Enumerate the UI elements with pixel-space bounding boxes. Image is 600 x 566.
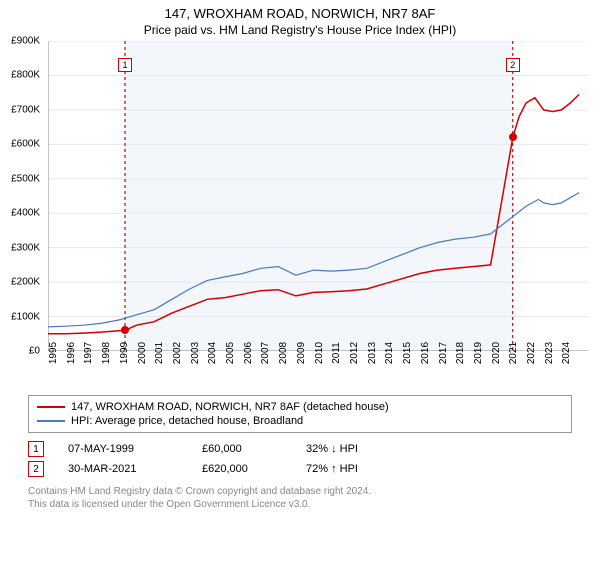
x-tick-label: 2002 [172, 342, 183, 364]
chart-marker-label: 2 [506, 58, 520, 72]
sales-table: 1 07-MAY-1999 £60,000 32% ↓ HPI 2 30-MAR-2021… [28, 439, 572, 479]
legend-label: 147, WROXHAM ROAD, NORWICH, NR7 8AF (det… [71, 401, 389, 413]
x-tick-label: 2016 [420, 342, 431, 364]
x-tick-label: 2017 [438, 342, 449, 364]
x-tick-label: 2010 [314, 342, 325, 364]
sale-price: £620,000 [202, 463, 282, 475]
x-axis: 1995199619971998199920002001200220032004… [48, 351, 588, 391]
y-tick-label: £500K [11, 173, 40, 184]
sale-row: 2 30-MAR-2021 £620,000 72% ↑ HPI [28, 459, 572, 479]
x-tick-label: 1999 [119, 342, 130, 364]
x-tick-label: 2013 [367, 342, 378, 364]
legend-swatch [37, 406, 65, 408]
x-tick-label: 2022 [526, 342, 537, 364]
x-tick-label: 2020 [491, 342, 502, 364]
x-tick-label: 2012 [349, 342, 360, 364]
x-tick-label: 1995 [48, 342, 59, 364]
chart-marker-dot [509, 133, 517, 141]
x-tick-label: 2015 [402, 342, 413, 364]
x-tick-label: 2021 [508, 342, 519, 364]
sale-hpi-diff: 72% ↑ HPI [306, 463, 416, 475]
legend-item: HPI: Average price, detached house, Broa… [37, 414, 563, 428]
chart-area: £0£100K£200K£300K£400K£500K£600K£700K£80… [48, 41, 588, 351]
x-tick-label: 2024 [561, 342, 572, 364]
y-tick-label: £0 [29, 346, 40, 357]
x-tick-label: 2001 [154, 342, 165, 364]
x-tick-label: 2011 [331, 342, 342, 364]
sale-price: £60,000 [202, 443, 282, 455]
x-tick-label: 1997 [83, 342, 94, 364]
y-tick-label: £900K [11, 36, 40, 47]
sale-date: 30-MAR-2021 [68, 463, 178, 475]
sale-marker-box: 1 [28, 441, 44, 457]
legend: 147, WROXHAM ROAD, NORWICH, NR7 8AF (det… [28, 395, 572, 433]
page-title: 147, WROXHAM ROAD, NORWICH, NR7 8AF [0, 6, 600, 21]
x-tick-label: 2003 [190, 342, 201, 364]
x-tick-label: 2006 [243, 342, 254, 364]
x-tick-label: 2019 [473, 342, 484, 364]
footer-line-2: This data is licensed under the Open Gov… [28, 498, 572, 511]
y-tick-label: £200K [11, 277, 40, 288]
sale-row: 1 07-MAY-1999 £60,000 32% ↓ HPI [28, 439, 572, 459]
chart-marker-dot [121, 326, 129, 334]
y-tick-label: £700K [11, 104, 40, 115]
y-tick-label: £100K [11, 311, 40, 322]
x-tick-label: 2007 [260, 342, 271, 364]
y-tick-label: £300K [11, 242, 40, 253]
footer: Contains HM Land Registry data © Crown c… [28, 485, 572, 511]
x-tick-label: 2018 [455, 342, 466, 364]
sale-date: 07-MAY-1999 [68, 443, 178, 455]
y-tick-label: £600K [11, 139, 40, 150]
x-tick-label: 1998 [101, 342, 112, 364]
x-tick-label: 2014 [384, 342, 395, 364]
sale-hpi-diff: 32% ↓ HPI [306, 443, 416, 455]
legend-swatch [37, 420, 65, 422]
x-tick-label: 2009 [296, 342, 307, 364]
chart-overlay: 12 [48, 41, 588, 351]
x-tick-label: 1996 [66, 342, 77, 364]
y-axis: £0£100K£200K£300K£400K£500K£600K£700K£80… [0, 41, 44, 351]
legend-label: HPI: Average price, detached house, Broa… [71, 415, 303, 427]
y-tick-label: £400K [11, 208, 40, 219]
y-tick-label: £800K [11, 70, 40, 81]
footer-line-1: Contains HM Land Registry data © Crown c… [28, 485, 572, 498]
page-subtitle: Price paid vs. HM Land Registry's House … [0, 23, 600, 37]
sale-marker-box: 2 [28, 461, 44, 477]
x-tick-label: 2004 [207, 342, 218, 364]
x-tick-label: 2000 [137, 342, 148, 364]
x-tick-label: 2023 [544, 342, 555, 364]
x-tick-label: 2008 [278, 342, 289, 364]
x-tick-label: 2005 [225, 342, 236, 364]
chart-marker-label: 1 [118, 58, 132, 72]
legend-item: 147, WROXHAM ROAD, NORWICH, NR7 8AF (det… [37, 400, 563, 414]
